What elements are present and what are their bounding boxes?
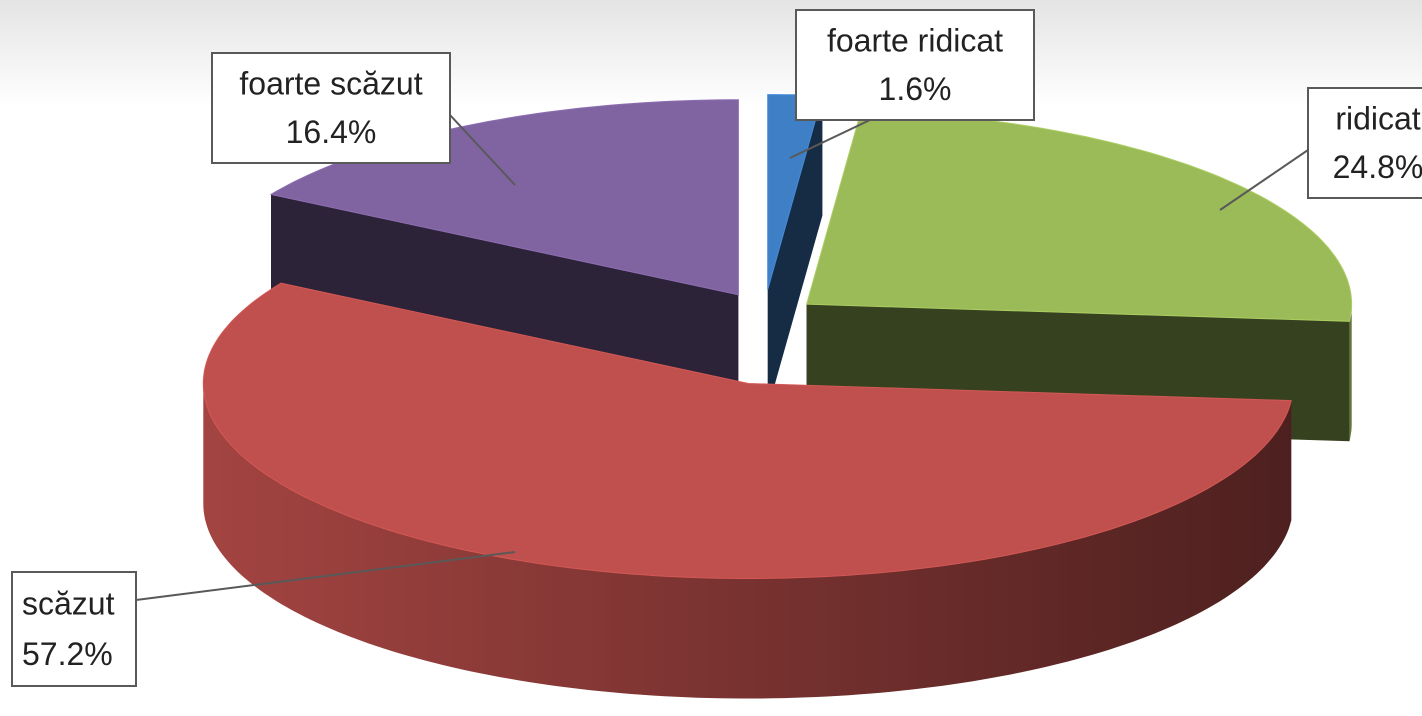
category-label: ridicat <box>1335 100 1420 136</box>
pie <box>203 95 1351 699</box>
value-label: 24.8% <box>1333 149 1422 185</box>
category-label: foarte scăzut <box>239 65 422 101</box>
chart: foarte ridicat 1.6% ridicat 24.8% scăzut 57.2… <box>0 0 1422 716</box>
category-label: scăzut <box>22 586 115 622</box>
category-label: foarte ridicat <box>827 22 1003 58</box>
value-label: 1.6% <box>879 71 952 107</box>
value-label: 16.4% <box>286 114 377 150</box>
slice-side <box>1350 304 1352 441</box>
value-label: 57.2% <box>22 636 113 672</box>
